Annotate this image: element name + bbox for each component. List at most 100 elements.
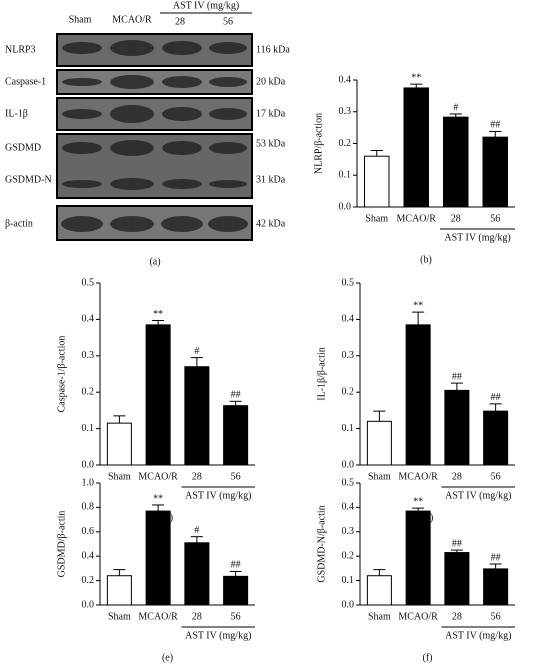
x-tick-label: Sham xyxy=(108,471,131,482)
panel-label: (f) xyxy=(423,652,433,663)
y-tick-label: 0.0 xyxy=(82,459,95,470)
bar xyxy=(366,575,392,606)
x-tick-label: 28 xyxy=(451,213,461,224)
y-axis-label: NLRP/β-action xyxy=(313,113,324,174)
bar xyxy=(145,510,171,606)
row-label: GSDMD xyxy=(5,142,41,153)
bar xyxy=(106,422,132,466)
size-label: 42 kDa xyxy=(256,218,286,229)
x-tick-label: Sham xyxy=(365,213,388,224)
bar xyxy=(223,405,249,466)
panel-label: (a) xyxy=(149,256,160,267)
y-tick-label: 0.3 xyxy=(339,106,352,117)
y-tick-label: 0.5 xyxy=(342,477,355,488)
bar xyxy=(443,116,469,208)
bar xyxy=(184,542,210,606)
row-label: IL-1β xyxy=(5,108,28,119)
y-tick-label: 0.6 xyxy=(82,526,95,537)
x-tick-label: 56 xyxy=(490,213,500,224)
y-tick-label: 0.1 xyxy=(342,575,355,586)
lane-label: Sham xyxy=(69,14,92,25)
y-tick-label: 0.0 xyxy=(82,599,95,610)
y-axis-label: GSDMD-N/β-actin xyxy=(316,505,327,582)
x-tick-label: 28 xyxy=(452,611,462,622)
row-label: GSDMD-N xyxy=(5,174,52,185)
y-tick-label: 0.4 xyxy=(342,502,355,513)
y-axis-label: GSDMD/β-actin xyxy=(56,511,67,578)
x-tick-label: MCAO/R xyxy=(398,471,438,482)
bar xyxy=(145,324,171,466)
y-tick-label: 0.2 xyxy=(82,575,95,586)
group-label: AST IV (mg/kg) xyxy=(444,232,510,243)
bar xyxy=(483,410,509,466)
significance: # xyxy=(194,525,199,536)
bar xyxy=(444,389,470,466)
blot: Sham MCAO/R AST IV (mg/kg) 28 56 NLRP3 C… xyxy=(5,0,290,267)
size-label: 116 kDa xyxy=(256,44,290,55)
x-tick-label: 56 xyxy=(491,611,501,622)
y-tick-label: 0.0 xyxy=(342,599,355,610)
x-tick-label: 28 xyxy=(452,471,462,482)
bar xyxy=(366,420,392,466)
lane-label: 56 xyxy=(223,16,233,27)
significance: ** xyxy=(413,300,423,311)
group-label: AST IV (mg/kg) xyxy=(445,490,511,501)
y-tick-label: 0.4 xyxy=(82,314,95,325)
bar xyxy=(223,575,249,606)
size-label: 31 kDa xyxy=(256,174,286,185)
y-axis-label: IL-1β/β-actin xyxy=(316,347,327,401)
bar xyxy=(184,366,210,466)
size-label: 53 kDa xyxy=(256,138,286,149)
x-tick-label: 56 xyxy=(231,471,241,482)
y-tick-label: 0.2 xyxy=(82,386,95,397)
significance: ** xyxy=(153,309,163,320)
bar xyxy=(106,575,132,606)
group-label: AST IV (mg/kg) xyxy=(185,490,251,501)
significance: ## xyxy=(231,390,241,401)
row-label: β-actin xyxy=(5,218,33,229)
y-tick-label: 1.0 xyxy=(82,477,95,488)
y-tick-label: 0.0 xyxy=(342,459,355,470)
x-tick-label: MCAO/R xyxy=(398,611,438,622)
y-tick-label: 0.3 xyxy=(342,350,355,361)
row-label: Caspase-1 xyxy=(5,76,46,87)
y-tick-label: 0.8 xyxy=(82,502,95,513)
group-label: AST IV (mg/kg) xyxy=(445,630,511,641)
lane-label: MCAO/R xyxy=(112,14,152,25)
y-axis-label: Caspase-1/β-action xyxy=(56,336,67,413)
y-tick-label: 0.1 xyxy=(339,170,352,181)
significance: ## xyxy=(452,371,462,382)
significance: ## xyxy=(491,552,501,563)
y-tick-label: 0.1 xyxy=(342,423,355,434)
significance: ## xyxy=(491,392,501,403)
lane-label: 28 xyxy=(175,16,185,27)
size-label: 20 kDa xyxy=(256,76,286,87)
y-tick-label: 0.3 xyxy=(342,526,355,537)
bar xyxy=(444,552,470,606)
significance: ** xyxy=(411,72,421,83)
bar xyxy=(405,324,431,466)
y-tick-label: 0.5 xyxy=(342,277,355,288)
y-tick-label: 0.4 xyxy=(339,74,352,85)
y-tick-label: 0.3 xyxy=(82,350,95,361)
y-tick-label: 0.5 xyxy=(82,277,95,288)
significance: # xyxy=(453,102,458,113)
panel-label: (e) xyxy=(162,652,173,663)
y-tick-label: 0.1 xyxy=(82,423,95,434)
y-tick-label: 0.4 xyxy=(342,314,355,325)
significance: ** xyxy=(413,496,423,507)
significance: # xyxy=(194,346,199,357)
bar xyxy=(483,568,509,606)
y-tick-label: 0.0 xyxy=(339,201,352,212)
significance: ## xyxy=(231,560,241,571)
x-tick-label: MCAO/R xyxy=(138,611,178,622)
x-tick-label: Sham xyxy=(368,471,391,482)
size-label: 17 kDa xyxy=(256,108,286,119)
x-tick-label: 28 xyxy=(192,611,202,622)
significance: ## xyxy=(490,120,500,131)
significance: ** xyxy=(153,493,163,504)
bar xyxy=(405,510,431,606)
x-tick-label: Sham xyxy=(368,611,391,622)
group-label: AST IV (mg/kg) xyxy=(185,630,251,641)
